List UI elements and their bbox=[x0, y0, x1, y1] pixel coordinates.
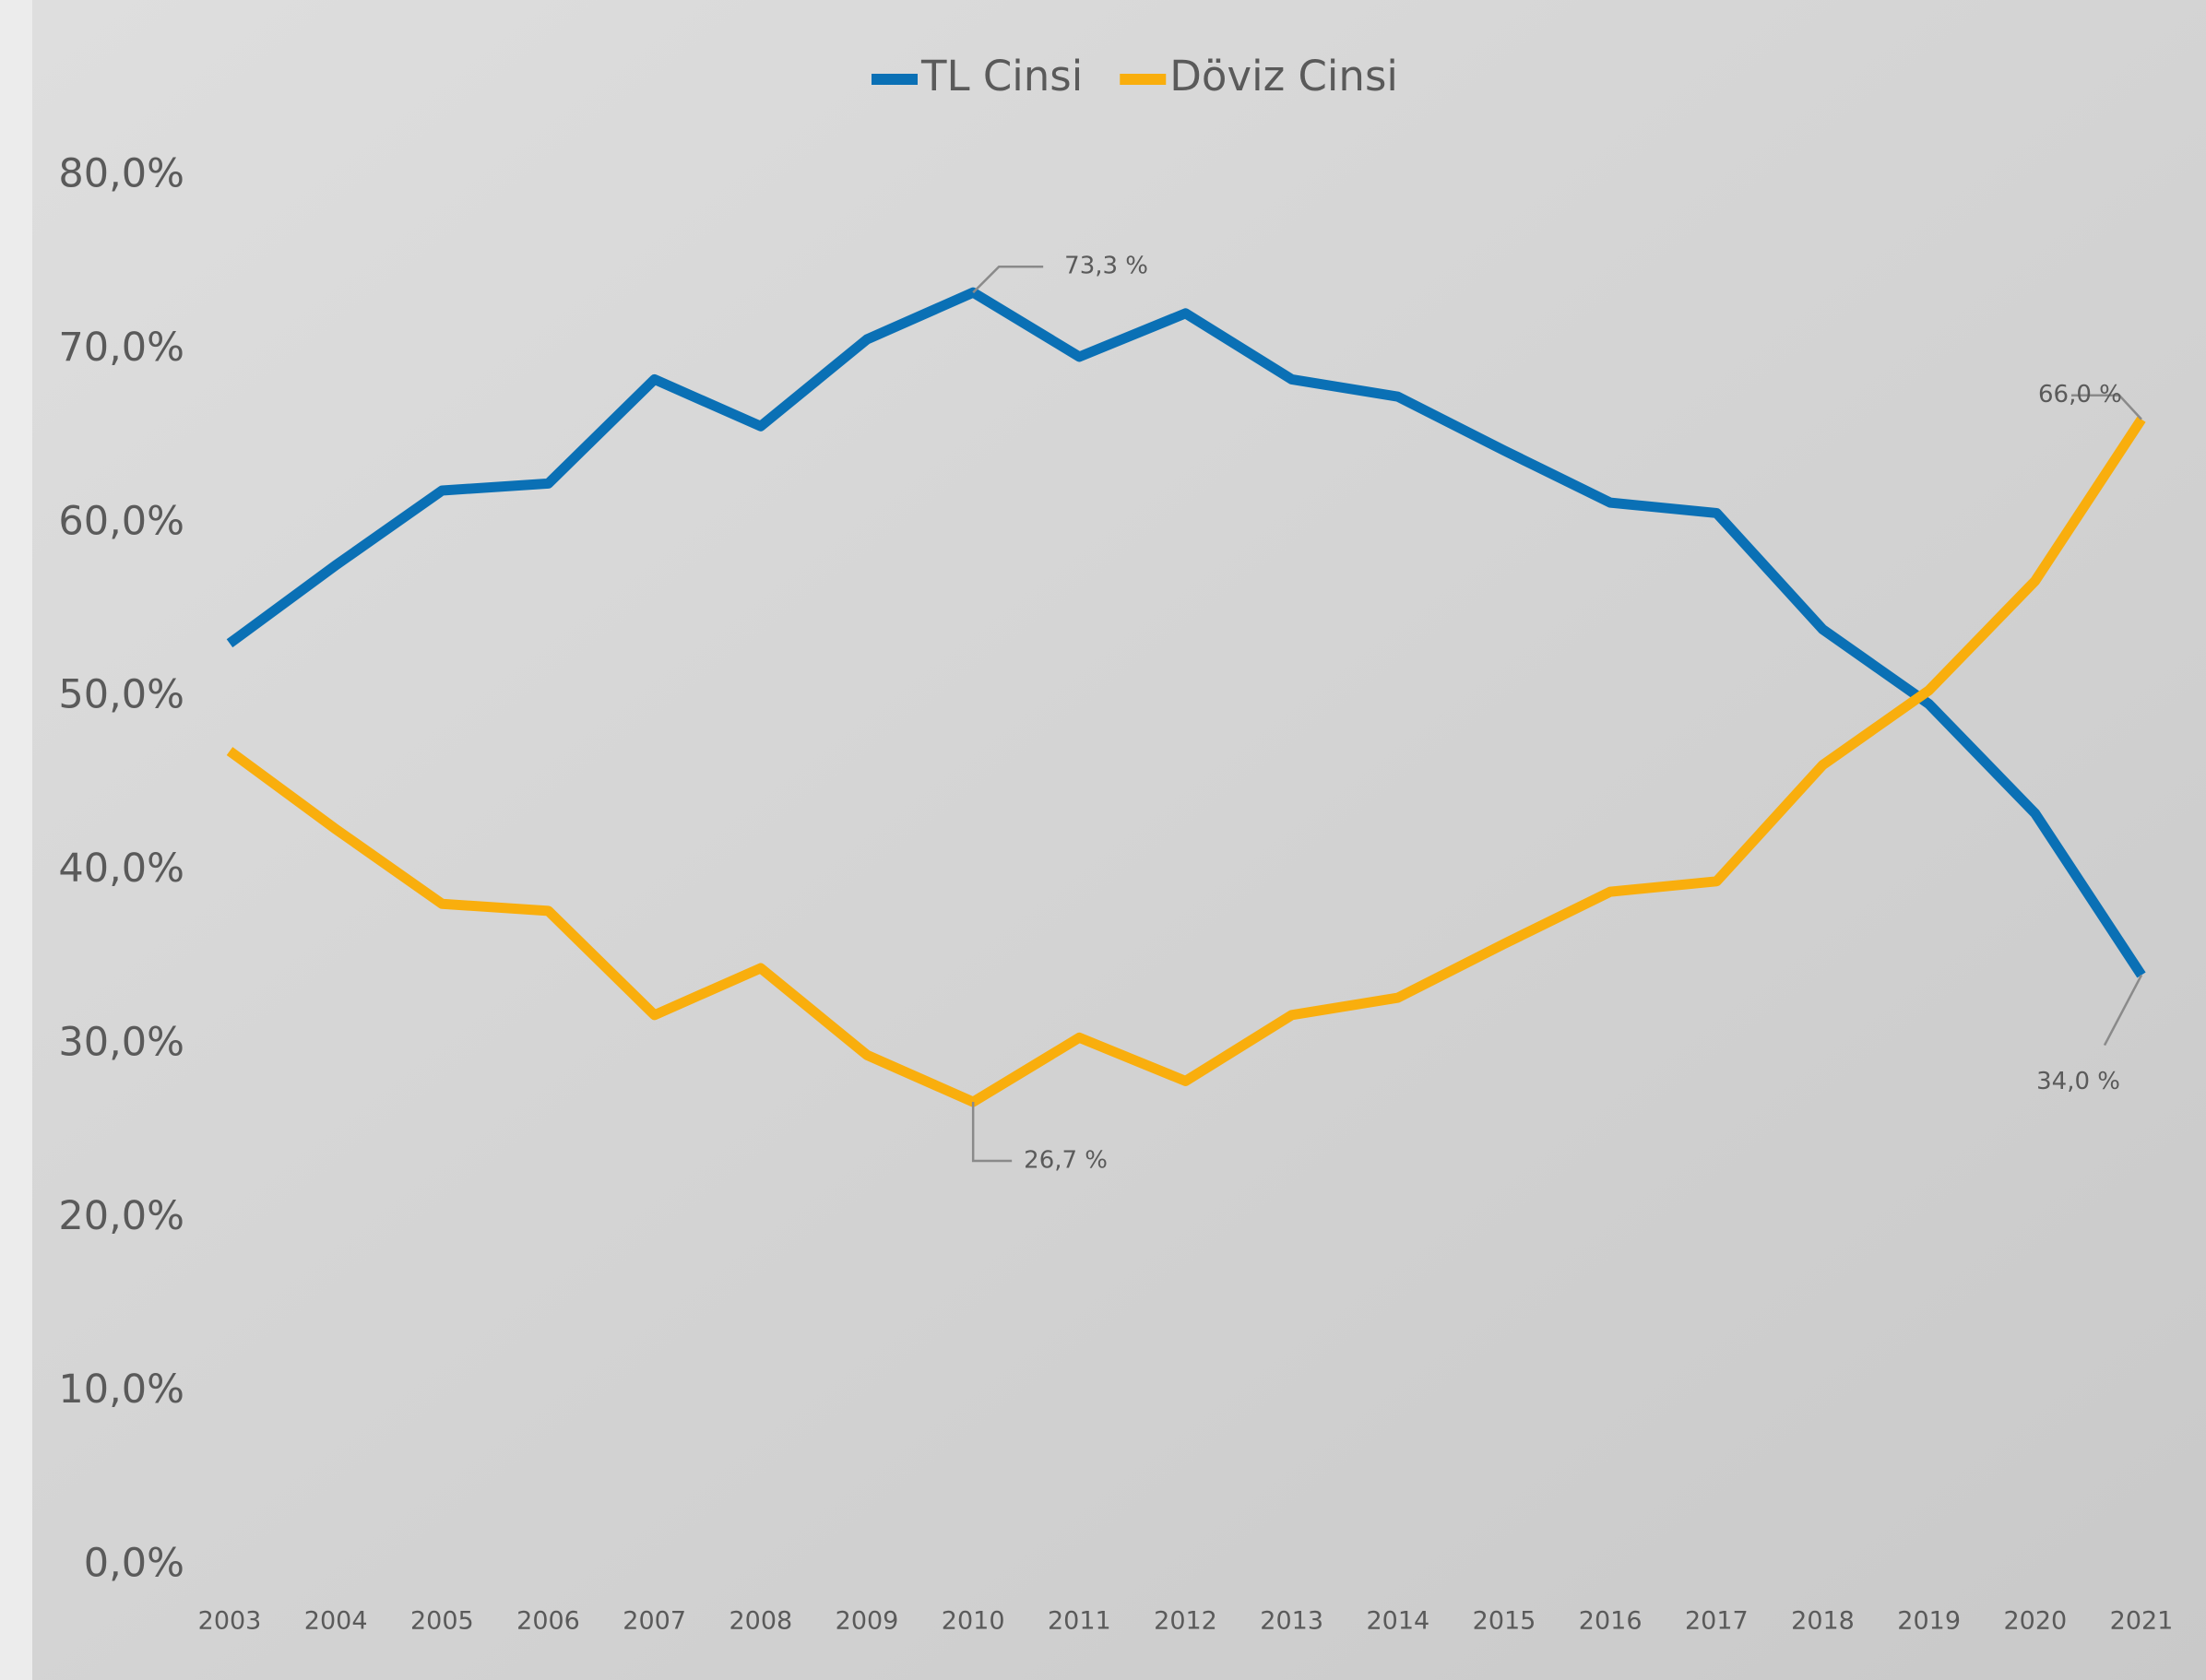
data-label: 34,0 % bbox=[2036, 1068, 2120, 1095]
data-label: 73,3 % bbox=[1064, 253, 1148, 280]
y-tick-label: 30,0% bbox=[58, 1019, 184, 1065]
x-tick-label: 2013 bbox=[1260, 1607, 1323, 1636]
y-tick-label: 40,0% bbox=[58, 846, 184, 892]
chart-background bbox=[32, 0, 2206, 1680]
x-tick-label: 2011 bbox=[1048, 1607, 1111, 1636]
x-tick-label: 2012 bbox=[1154, 1607, 1217, 1636]
x-tick-label: 2010 bbox=[942, 1607, 1005, 1636]
x-tick-label: 2007 bbox=[623, 1607, 686, 1636]
leader-line bbox=[2103, 974, 2143, 1047]
x-tick-label: 2017 bbox=[1685, 1607, 1749, 1636]
x-tick-label: 2006 bbox=[516, 1607, 580, 1636]
leader-line bbox=[971, 1102, 1013, 1163]
x-tick-label: 2016 bbox=[1579, 1607, 1643, 1636]
leader-line bbox=[2071, 394, 2142, 420]
x-tick-label: 2008 bbox=[729, 1607, 792, 1636]
x-tick-label: 2004 bbox=[304, 1607, 368, 1636]
y-tick-label: 10,0% bbox=[58, 1366, 184, 1413]
x-tick-label: 2014 bbox=[1366, 1607, 1429, 1636]
y-tick-label: 70,0% bbox=[58, 325, 184, 371]
y-tick-label: 80,0% bbox=[58, 151, 184, 197]
x-tick-label: 2019 bbox=[1897, 1607, 1961, 1636]
series-line bbox=[226, 287, 2146, 978]
x-tick-label: 2021 bbox=[2110, 1607, 2174, 1636]
y-tick-label: 0,0% bbox=[84, 1541, 184, 1587]
legend-label: TL Cinsi bbox=[920, 52, 1083, 101]
y-tick-label: 50,0% bbox=[58, 672, 184, 718]
data-label: 66,0 % bbox=[2038, 381, 2122, 408]
x-tick-label: 2009 bbox=[836, 1607, 899, 1636]
x-tick-label: 2020 bbox=[2003, 1607, 2067, 1636]
leader-line bbox=[972, 265, 1044, 294]
series-line bbox=[226, 416, 2146, 1107]
y-tick-label: 20,0% bbox=[58, 1193, 184, 1239]
data-label: 26,7 % bbox=[1024, 1147, 1108, 1175]
y-tick-label: 60,0% bbox=[58, 498, 184, 544]
x-tick-label: 2003 bbox=[198, 1607, 262, 1636]
x-tick-label: 2005 bbox=[410, 1607, 474, 1636]
x-tick-label: 2015 bbox=[1473, 1607, 1536, 1636]
x-tick-label: 2018 bbox=[1791, 1607, 1855, 1636]
legend-label: Döviz Cinsi bbox=[1169, 52, 1398, 101]
